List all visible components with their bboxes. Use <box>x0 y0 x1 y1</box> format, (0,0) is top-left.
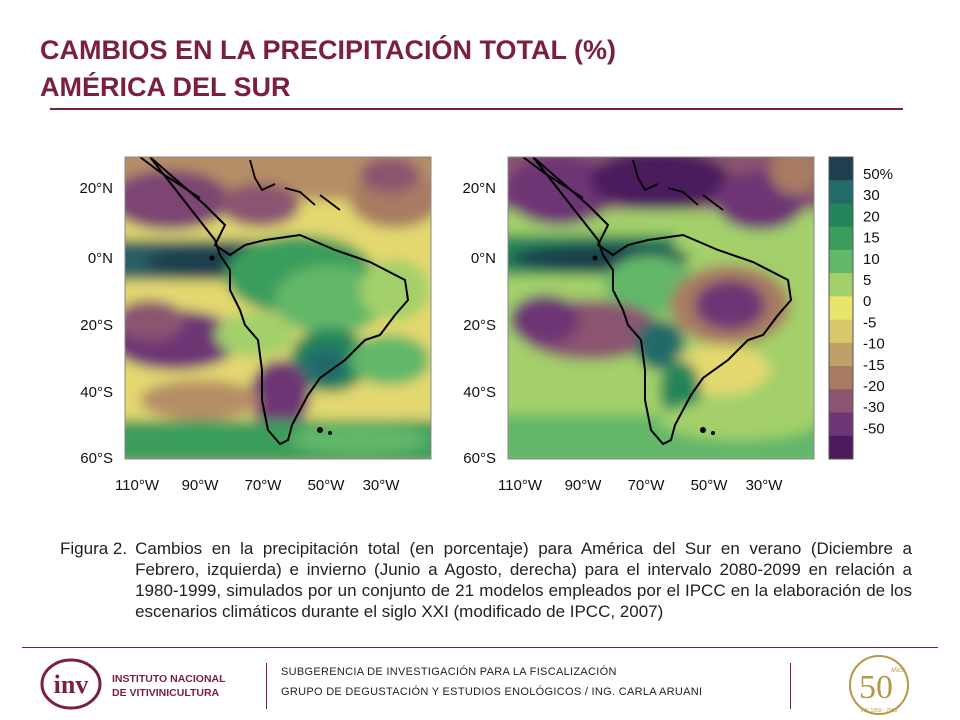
colorbar-label: 30 <box>863 187 880 204</box>
lon-label: 70°W <box>245 477 283 494</box>
lon-label: 30°W <box>363 477 401 494</box>
colorbar-swatch <box>829 435 853 460</box>
lat-label: 60°S <box>80 450 113 467</box>
footer-line-2: GRUPO DE DEGUSTACIÓN Y ESTUDIOS ENOLÓGIC… <box>281 686 703 698</box>
colorbar-swatch <box>829 366 853 390</box>
inv-logo-letters: inv <box>54 670 89 699</box>
colorbar-label: 5 <box>863 272 871 289</box>
anniversary-word: AÑOS <box>891 667 906 674</box>
anniversary-logo: 50 AÑOS INV 1959 - 2009 <box>849 655 909 715</box>
colorbar-swatch <box>829 296 853 321</box>
colorbar-swatch <box>829 249 853 274</box>
map-winter <box>507 156 815 460</box>
colorbar-swatch <box>829 342 853 367</box>
map-summer <box>124 156 432 460</box>
title-line-1: CAMBIOS EN LA PRECIPITACIÓN TOTAL (%) <box>40 35 617 65</box>
colorbar-label: 0 <box>863 293 871 310</box>
footer-credits: SUBGERENCIA DE INVESTIGACIÓN PARA LA FIS… <box>281 662 702 702</box>
colorbar-swatch <box>829 157 853 181</box>
lon-label: 90°W <box>182 477 220 494</box>
footer-separator-right <box>790 663 791 709</box>
anniversary-years: INV 1959 - 2009 <box>861 708 898 714</box>
lon-label: 30°W <box>746 477 784 494</box>
lon-label: 50°W <box>691 477 729 494</box>
colorbar-swatch <box>829 319 853 344</box>
lon-label: 50°W <box>308 477 346 494</box>
colorbar-swatch <box>829 203 853 228</box>
org-name-line-1: INSTITUTO NACIONAL <box>112 673 226 685</box>
title-divider <box>50 108 903 110</box>
colorbar-swatch <box>829 412 853 437</box>
colorbar-label: 10 <box>863 251 880 268</box>
page-title: CAMBIOS EN LA PRECIPITACIÓN TOTAL (%) AM… <box>40 32 616 106</box>
colorbar-label: -50 <box>863 420 885 437</box>
lon-label: 70°W <box>628 477 666 494</box>
colorbar-label: -20 <box>863 378 885 395</box>
caption-label: Figura 2. <box>60 539 128 558</box>
footer-divider <box>22 647 938 648</box>
footer-separator-left <box>266 663 267 709</box>
colorbar-swatch <box>829 389 853 414</box>
lat-label: 0°N <box>88 250 113 267</box>
caption-text: Cambios en la precipitación total (en po… <box>135 539 912 621</box>
colorbar-label: -5 <box>863 314 876 331</box>
colorbar-label: -15 <box>863 357 885 374</box>
colorbar-label: 15 <box>863 230 880 247</box>
footer-line-1: SUBGERENCIA DE INVESTIGACIÓN PARA LA FIS… <box>281 666 617 678</box>
colorbar-swatch <box>829 226 853 251</box>
lat-label: 0°N <box>471 250 496 267</box>
colorbar-swatch <box>829 180 853 204</box>
lat-label: 20°N <box>462 180 496 197</box>
lat-label: 20°S <box>80 317 113 334</box>
inv-logo: inv <box>40 658 102 710</box>
lat-label: 20°N <box>79 180 113 197</box>
colorbar: 50% 30 20 15 10 5 0 -5 -10 -15 -20 -30 -50 <box>828 156 893 460</box>
lat-label: 60°S <box>463 450 496 467</box>
colorbar-label: 50% <box>863 166 893 183</box>
title-line-2: AMÉRICA DEL SUR <box>40 72 291 102</box>
colorbar-label: -30 <box>863 399 885 416</box>
org-name-line-2: DE VITIVINICULTURA <box>112 687 220 699</box>
lon-label: 90°W <box>565 477 603 494</box>
lon-label: 110°W <box>115 477 160 494</box>
lat-label: 40°S <box>463 384 496 401</box>
anniversary-number: 50 <box>859 669 893 706</box>
lat-label: 20°S <box>463 317 496 334</box>
colorbar-swatch <box>829 273 853 297</box>
colorbar-frame <box>828 156 854 460</box>
lon-label: 110°W <box>498 477 543 494</box>
figure-caption: Figura 2. Cambios en la precipitación to… <box>60 538 912 622</box>
colorbar-label: 20 <box>863 208 880 225</box>
org-name: INSTITUTO NACIONAL DE VITIVINICULTURA <box>112 672 226 700</box>
lat-label: 40°S <box>80 384 113 401</box>
colorbar-label: -10 <box>863 336 885 353</box>
